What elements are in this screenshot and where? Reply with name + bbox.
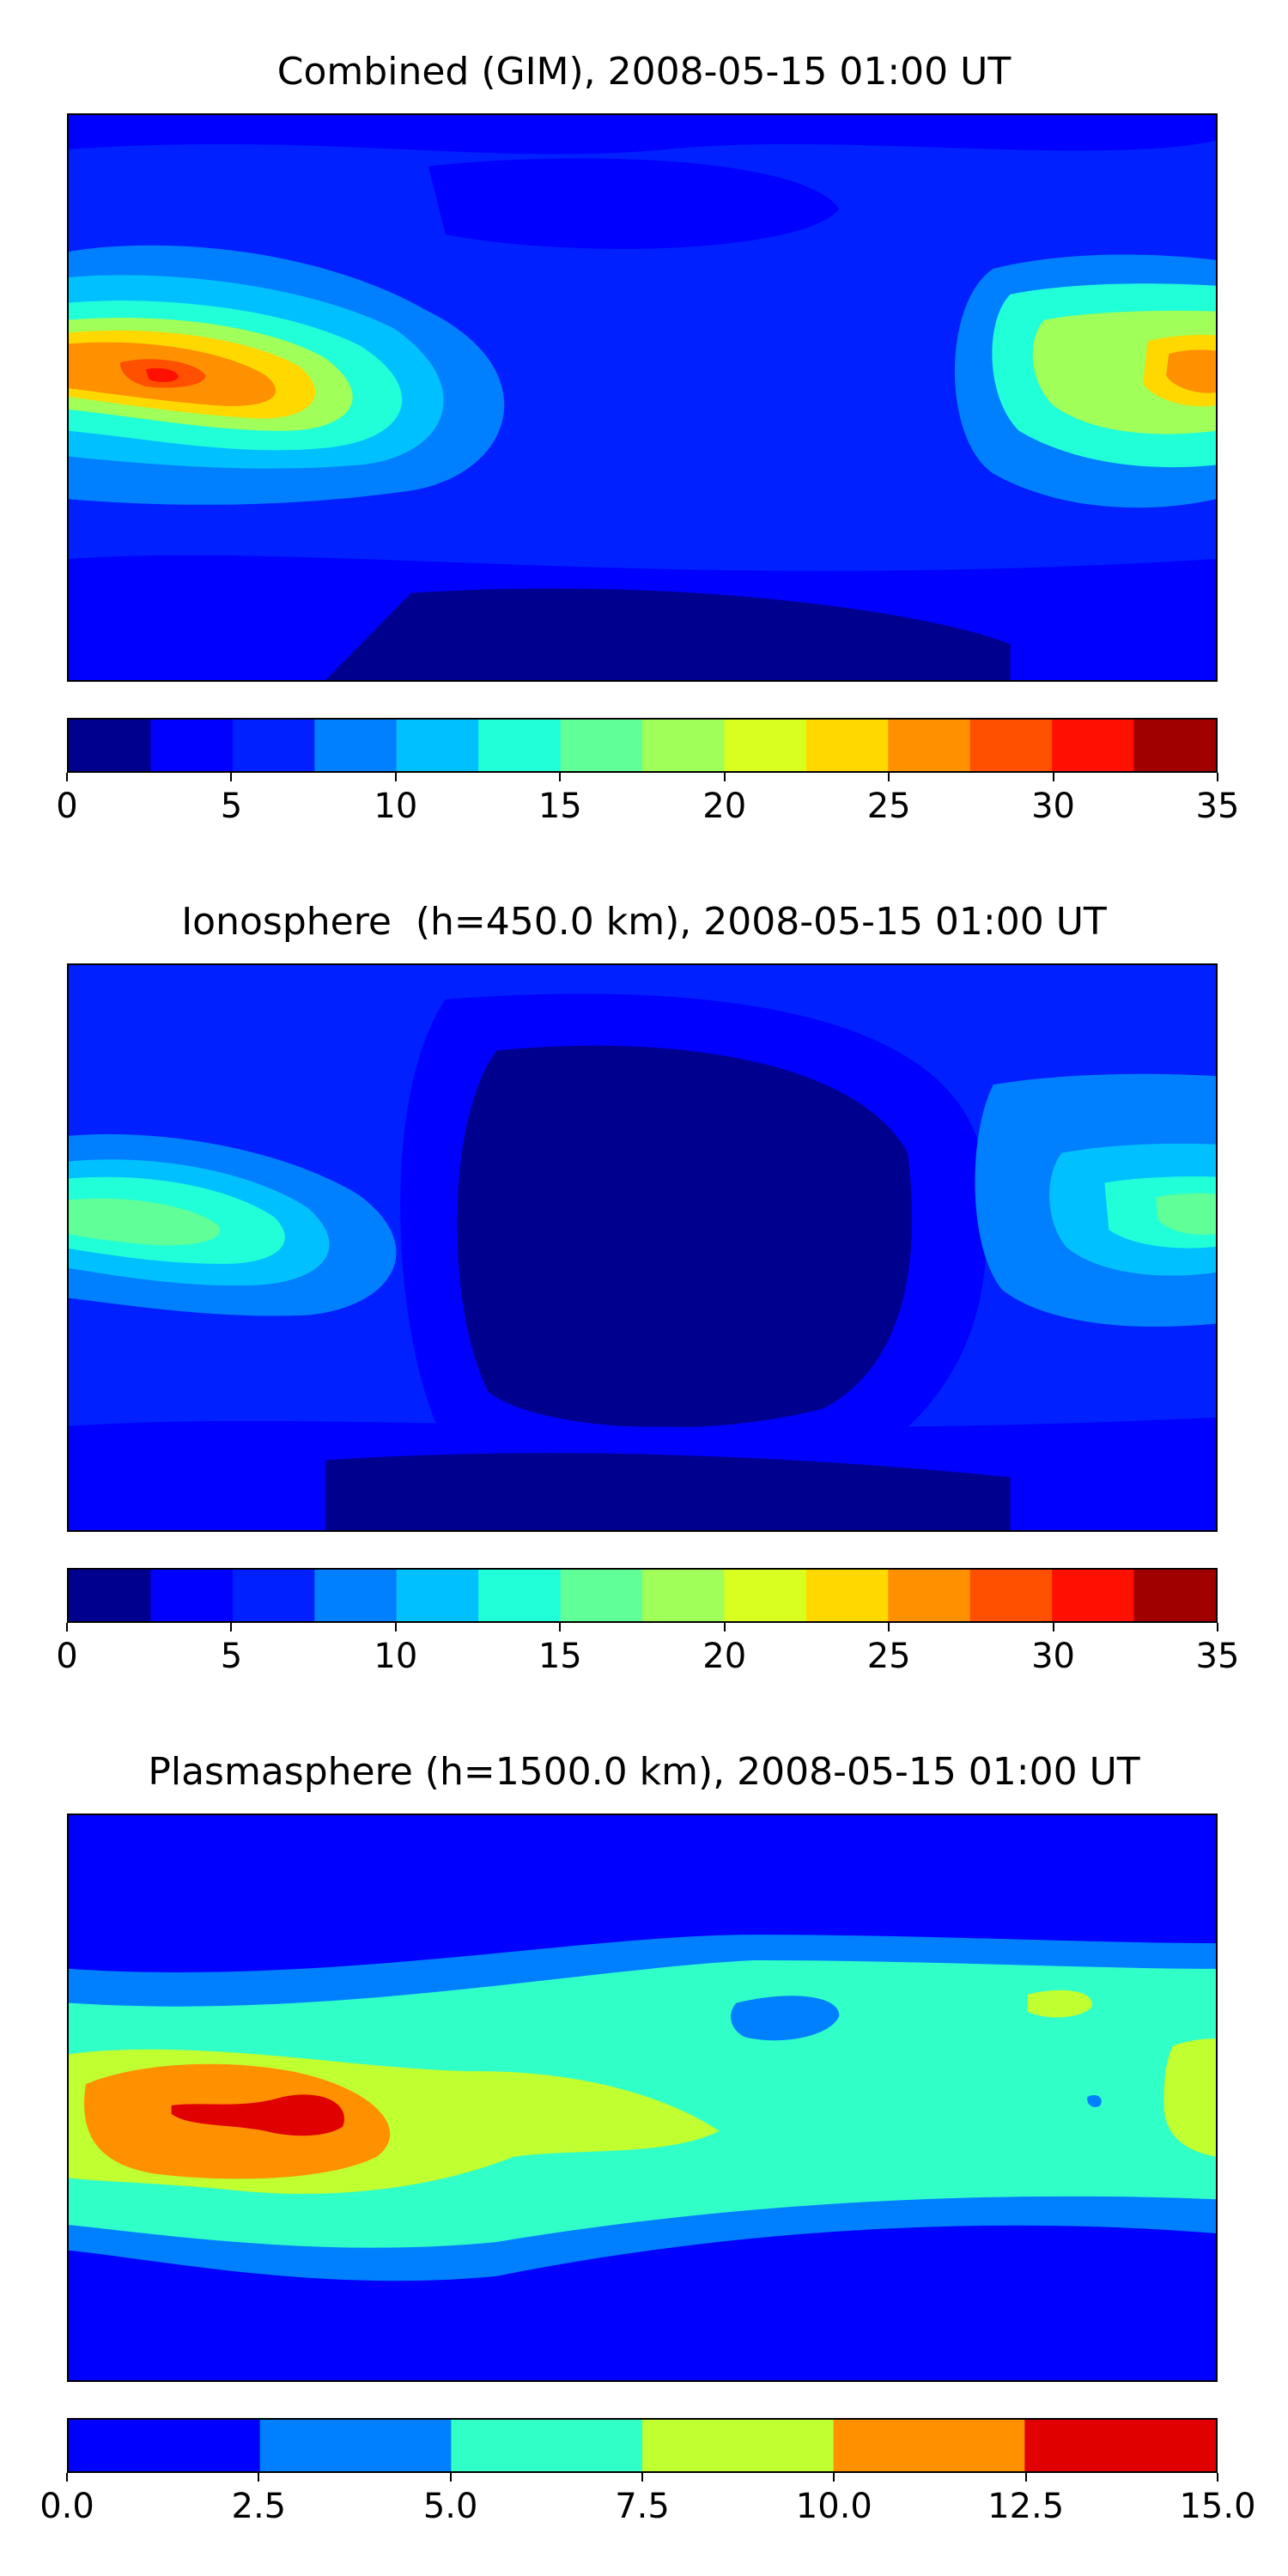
colorbar-swatch xyxy=(1052,720,1135,771)
colorbar-swatch xyxy=(1133,1570,1216,1621)
colorbar-tick-mark xyxy=(888,773,890,781)
colorbar-swatch xyxy=(259,2420,452,2471)
colorbar-tick-mark xyxy=(1052,773,1054,781)
colorbar-swatch xyxy=(1024,2420,1216,2471)
colorbar-swatch xyxy=(69,2420,261,2471)
colorbar-swatch xyxy=(478,720,562,771)
colorbar-tick-mark xyxy=(559,1623,562,1631)
colorbar-tick-label: 25 xyxy=(866,1637,911,1676)
panel-2-map xyxy=(67,963,1218,1532)
colorbar-tick-label: 15 xyxy=(538,787,582,826)
colorbar-tick-label: 12.5 xyxy=(987,2487,1065,2526)
colorbar-swatch xyxy=(642,1570,725,1621)
colorbar-tick-mark xyxy=(258,2473,260,2482)
colorbar-tick-label: 30 xyxy=(1031,787,1076,826)
colorbar-tick-mark xyxy=(394,1623,397,1631)
colorbar-tick-label: 5.0 xyxy=(422,2487,478,2526)
panel-2-colorbar-ticks: 0 5 10 15 20 25 30 35 xyxy=(56,1623,1239,1676)
colorbar-tick-mark xyxy=(1052,1623,1054,1631)
colorbar-tick-label: 20 xyxy=(702,787,747,826)
colorbar-swatch xyxy=(560,1570,643,1621)
colorbar-tick-mark xyxy=(833,2473,835,2482)
colorbar-tick-mark xyxy=(394,773,397,781)
colorbar-swatch xyxy=(314,720,398,771)
colorbar-swatch xyxy=(805,720,889,771)
colorbar-tick-label: 5 xyxy=(220,787,243,826)
colorbar-swatch xyxy=(833,2420,1025,2471)
panel-2-contour-field xyxy=(69,965,1216,1530)
colorbar-swatch xyxy=(232,1570,315,1621)
colorbar-tick-mark xyxy=(559,773,562,781)
colorbar-tick-mark xyxy=(888,1623,890,1631)
colorbar-swatch xyxy=(69,1570,151,1621)
colorbar-tick-mark xyxy=(723,773,726,781)
colorbar-swatch xyxy=(396,1570,479,1621)
panel-1-colorbar-swatches xyxy=(69,720,1216,771)
panel-3-map xyxy=(67,1814,1218,2382)
colorbar-tick-mark xyxy=(641,2473,643,2482)
colorbar-swatch xyxy=(232,720,315,771)
panel-1-colorbar xyxy=(67,718,1218,773)
colorbar-swatch xyxy=(888,720,971,771)
colorbar-tick-label: 0.0 xyxy=(39,2487,94,2526)
panel-2-title: Ionosphere (h=450.0 km), 2008-05-15 01:0… xyxy=(181,900,1107,944)
colorbar-tick-label: 5 xyxy=(220,1637,243,1676)
colorbar-tick-mark xyxy=(66,773,68,781)
colorbar-tick-label: 15 xyxy=(538,1637,582,1676)
colorbar-swatch xyxy=(969,720,1053,771)
panel-2-colorbar xyxy=(67,1568,1218,1623)
colorbar-swatch xyxy=(642,720,725,771)
colorbar-swatch xyxy=(69,720,151,771)
colorbar-tick-mark xyxy=(230,1623,233,1631)
colorbar-swatch xyxy=(1133,720,1216,771)
colorbar-swatch xyxy=(150,720,234,771)
panel-3-title: Plasmasphere (h=1500.0 km), 2008-05-15 0… xyxy=(148,1750,1140,1794)
colorbar-tick-label: 0 xyxy=(56,1637,78,1676)
colorbar-tick-label: 35 xyxy=(1195,1637,1240,1676)
colorbar-swatch xyxy=(1052,1570,1135,1621)
colorbar-swatch xyxy=(642,2420,835,2471)
panel-3-colorbar xyxy=(67,2418,1218,2473)
colorbar-tick-label: 30 xyxy=(1031,1637,1076,1676)
panel-3-colorbar-ticks: 0.0 2.5 5.0 7.5 10.0 12.5 15.0 xyxy=(39,2473,1256,2526)
colorbar-tick-mark xyxy=(1024,2473,1027,2482)
colorbar-tick-mark xyxy=(66,2473,68,2482)
colorbar-tick-mark xyxy=(723,1623,726,1631)
colorbar-swatch xyxy=(396,720,479,771)
panel-3-contour-field xyxy=(69,1815,1216,2380)
colorbar-swatch xyxy=(478,1570,562,1621)
colorbar-tick-label: 20 xyxy=(702,1637,747,1676)
panel-1-contour-field xyxy=(69,115,1216,680)
colorbar-swatch xyxy=(560,720,643,771)
colorbar-swatch xyxy=(724,720,807,771)
colorbar-tick-label: 10 xyxy=(374,787,418,826)
colorbar-tick-label: 35 xyxy=(1195,787,1240,826)
colorbar-tick-label: 25 xyxy=(866,787,911,826)
colorbar-tick-label: 10 xyxy=(374,1637,418,1676)
colorbar-swatch xyxy=(805,1570,889,1621)
colorbar-swatch xyxy=(150,1570,234,1621)
colorbar-tick-label: 15.0 xyxy=(1179,2487,1256,2526)
panel-3-colorbar-swatches xyxy=(69,2420,1216,2471)
panel-1-colorbar-ticks: 0 5 10 15 20 25 30 35 xyxy=(56,773,1239,826)
panel-1-map xyxy=(67,113,1218,682)
colorbar-swatch xyxy=(888,1570,971,1621)
colorbar-tick-mark xyxy=(1217,1623,1218,1631)
colorbar-swatch xyxy=(314,1570,398,1621)
colorbar-tick-label: 2.5 xyxy=(231,2487,287,2526)
colorbar-tick-mark xyxy=(230,773,233,781)
colorbar-tick-mark xyxy=(449,2473,452,2482)
colorbar-tick-mark xyxy=(1217,2473,1218,2482)
colorbar-swatch xyxy=(969,1570,1053,1621)
colorbar-tick-mark xyxy=(66,1623,68,1631)
colorbar-swatch xyxy=(451,2420,643,2471)
colorbar-tick-label: 10.0 xyxy=(795,2487,872,2526)
panel-1-title: Combined (GIM), 2008-05-15 01:00 UT xyxy=(276,50,1012,94)
colorbar-tick-label: 7.5 xyxy=(615,2487,670,2526)
panel-2-colorbar-swatches xyxy=(69,1570,1216,1621)
colorbar-swatch xyxy=(724,1570,807,1621)
colorbar-tick-label: 0 xyxy=(56,787,78,826)
colorbar-tick-mark xyxy=(1217,773,1218,781)
